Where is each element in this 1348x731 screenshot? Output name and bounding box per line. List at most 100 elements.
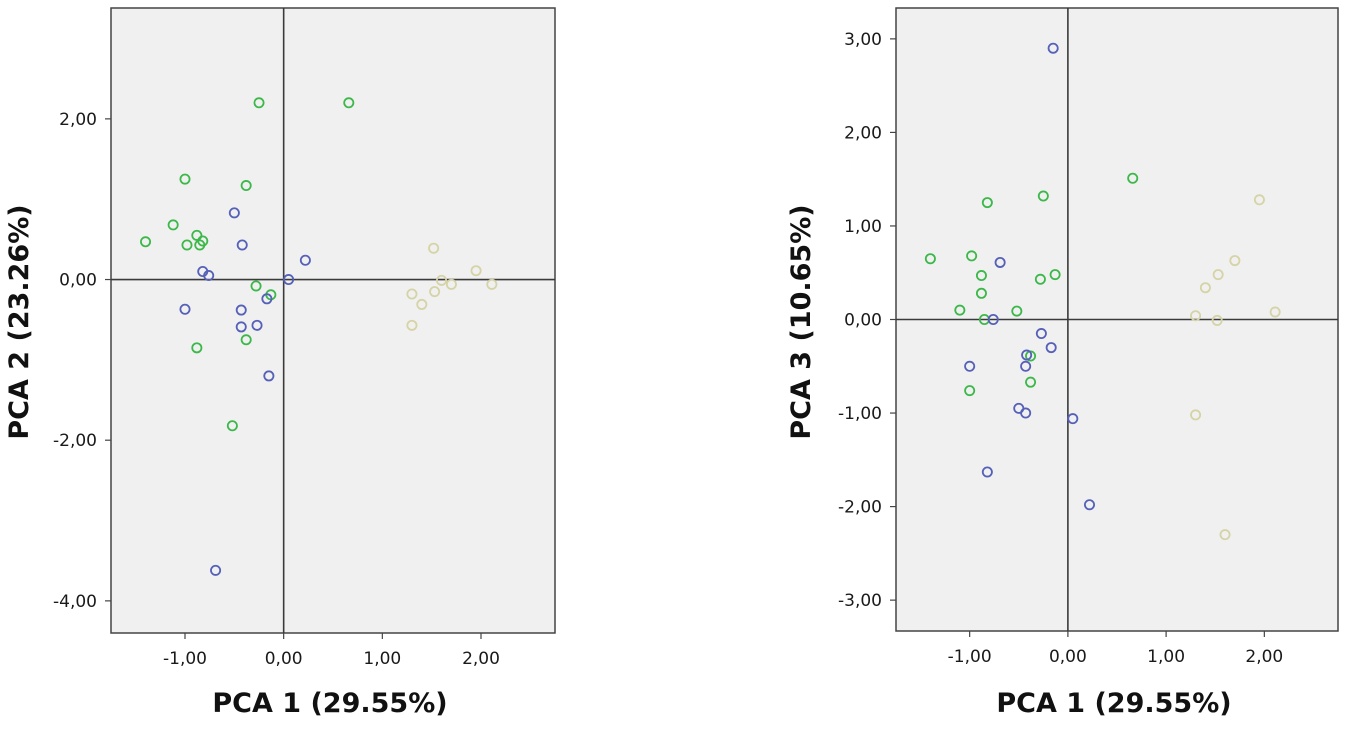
data-point (1190, 409, 1202, 421)
data-point (1083, 499, 1095, 511)
x-tick-label: 1,00 (363, 649, 401, 669)
plot-area (110, 7, 556, 634)
y-tick-label: -1,00 (838, 404, 882, 424)
data-point (179, 303, 191, 315)
data-point (964, 385, 976, 397)
data-point (981, 466, 993, 478)
y-tick-label: -2,00 (838, 498, 882, 518)
data-point (429, 286, 441, 298)
data-point (987, 313, 999, 325)
data-point (181, 239, 193, 251)
data-point (436, 274, 448, 286)
data-point (1047, 42, 1059, 54)
data-point (197, 235, 209, 247)
x-axis-title: PCA 1 (29.55%) (996, 688, 1231, 719)
data-point (167, 219, 179, 231)
data-point (299, 254, 311, 266)
zero-reference-lines (111, 8, 555, 633)
data-point (1021, 349, 1033, 361)
y-tick-label: 1,00 (844, 217, 882, 237)
pca1-vs-pca2-chart: -1,00 0,00 1,00 2,00 2,00 0,00 -2,00 -4,00 PCA … (4, 7, 556, 719)
data-point (975, 287, 987, 299)
x-axis-title: PCA 1 (29.55%) (212, 688, 447, 719)
data-point (191, 342, 203, 354)
data-point (924, 253, 936, 265)
data-point (203, 270, 215, 282)
zero-reference-lines (896, 8, 1338, 631)
data-point (470, 265, 482, 277)
x-tick-label: 0,00 (265, 649, 303, 669)
data-point (253, 97, 265, 109)
x-tick-label: 2,00 (1245, 647, 1283, 667)
data-point (994, 256, 1006, 268)
data-point (1211, 314, 1223, 326)
data-point (1045, 342, 1057, 354)
data-point (235, 321, 247, 333)
data-point (416, 298, 428, 310)
data-point (1067, 413, 1079, 425)
data-point (283, 274, 295, 286)
data-point (226, 420, 238, 432)
data-point (240, 334, 252, 346)
data-point (191, 229, 203, 241)
axis-ticks: -1,00 0,00 1,00 2,00 2,00 0,00 -2,00 -4,00 (53, 110, 500, 669)
data-point (250, 280, 262, 292)
data-point (240, 180, 252, 192)
data-point (179, 173, 191, 185)
y-tick-label: 0,00 (59, 271, 97, 291)
data-point (428, 242, 440, 254)
data-point (1011, 305, 1023, 317)
data-point (1212, 269, 1224, 281)
data-point (1035, 328, 1047, 340)
x-tick-label: -1,00 (163, 649, 207, 669)
data-point (486, 278, 498, 290)
y-axis-title: PCA 3 (10.65%) (786, 204, 817, 439)
data-point (445, 278, 457, 290)
data-point (1020, 407, 1032, 419)
data-point (1253, 194, 1265, 206)
data-point (964, 360, 976, 372)
y-tick-label: 2,00 (59, 110, 97, 130)
data-point (1229, 255, 1241, 267)
data-point (261, 293, 273, 305)
axis-ticks: -1,00 0,00 1,00 2,00 3,00 2,00 1,00 0,00 -1,00 -2… (838, 30, 1283, 667)
y-tick-label: 2,00 (844, 123, 882, 143)
y-tick-label: -2,00 (53, 431, 97, 451)
data-point (140, 236, 152, 248)
data-point (981, 197, 993, 209)
data-point (406, 319, 418, 331)
data-point (975, 270, 987, 282)
data-point (343, 97, 355, 109)
data-points (924, 42, 1281, 541)
data-point (236, 239, 248, 251)
data-point (1025, 376, 1037, 388)
data-point (1199, 282, 1211, 294)
data-point (1037, 190, 1049, 202)
data-point (263, 370, 275, 382)
data-point (228, 207, 240, 219)
data-point (406, 288, 418, 300)
data-point (1049, 269, 1061, 281)
data-point (1034, 273, 1046, 285)
data-point (966, 250, 978, 262)
y-tick-label: -3,00 (838, 591, 882, 611)
data-point (954, 304, 966, 316)
y-axis-title: PCA 2 (23.26%) (4, 204, 35, 439)
data-points (140, 97, 498, 576)
data-point (1020, 360, 1032, 372)
data-point (251, 319, 263, 331)
data-point (235, 304, 247, 316)
data-point (1127, 172, 1139, 184)
data-point (1269, 306, 1281, 318)
x-tick-label: -1,00 (948, 647, 992, 667)
data-point (1190, 310, 1202, 322)
y-tick-label: 3,00 (844, 30, 882, 50)
x-tick-label: 2,00 (462, 649, 500, 669)
x-tick-label: 1,00 (1147, 647, 1185, 667)
data-point (1219, 529, 1231, 541)
data-point (210, 564, 222, 576)
y-tick-label: 0,00 (844, 311, 882, 331)
y-tick-label: -4,00 (53, 592, 97, 612)
pca1-vs-pca3-chart: -1,00 0,00 1,00 2,00 3,00 2,00 1,00 0,00 -1,00 -2… (786, 7, 1339, 719)
